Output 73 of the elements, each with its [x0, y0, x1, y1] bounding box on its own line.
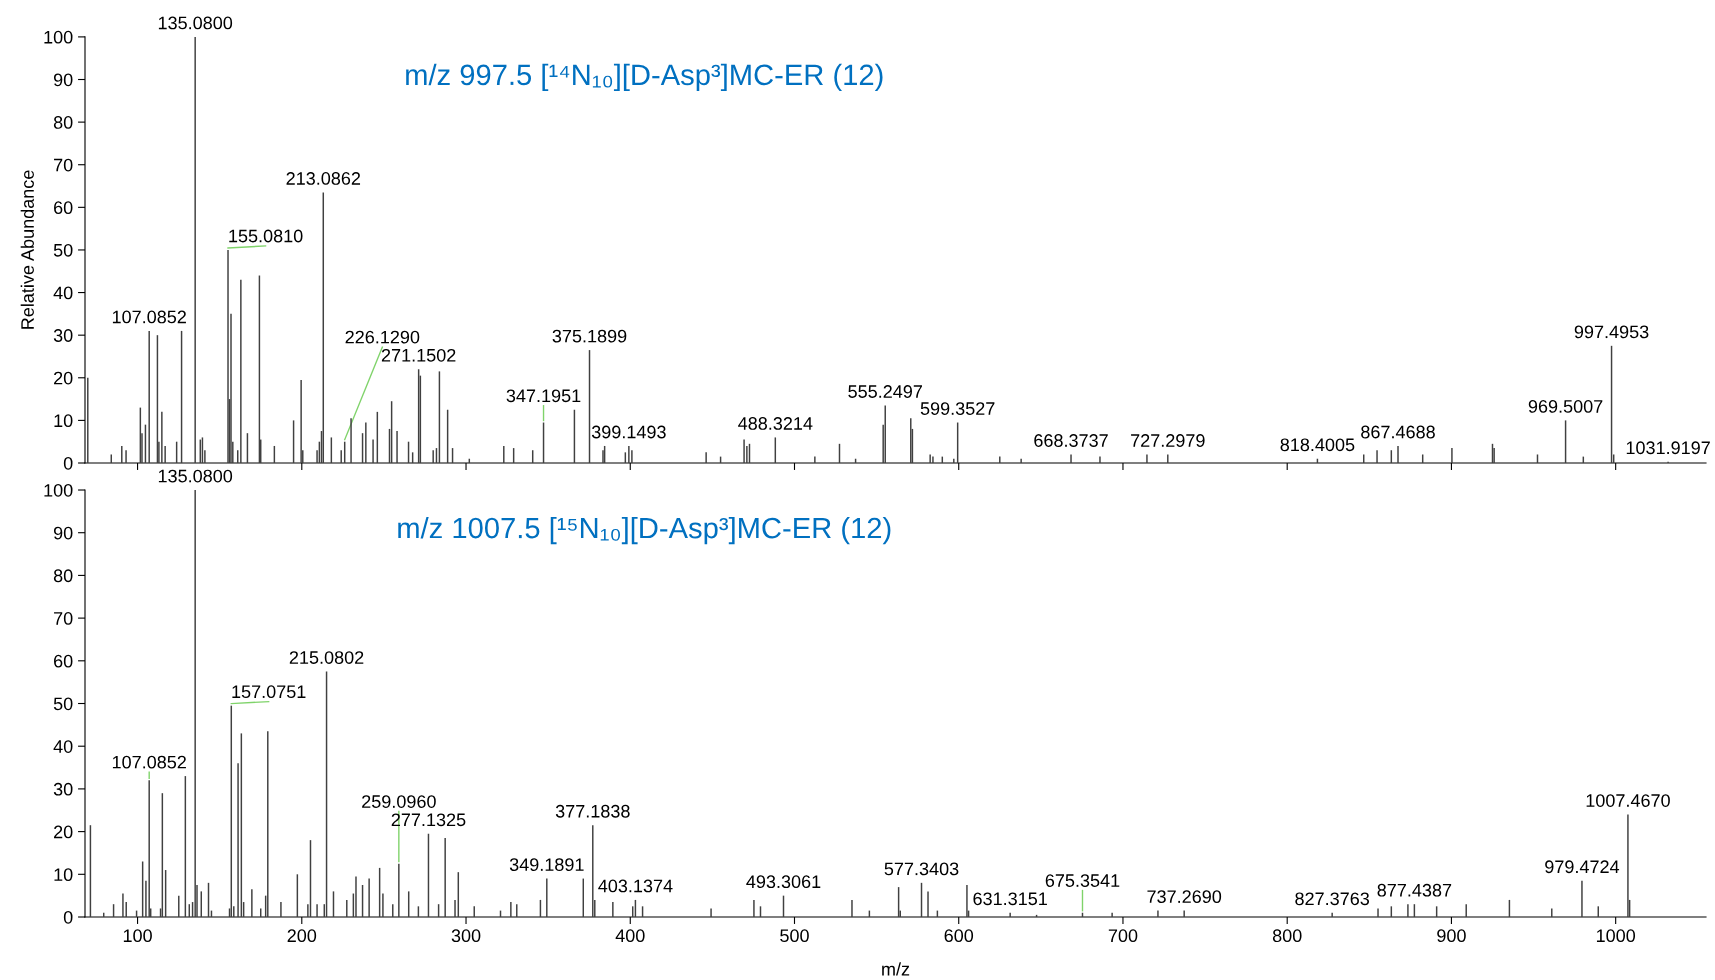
annotation: 599.3527: [920, 402, 995, 415]
x-tick-label: 200: [287, 929, 317, 943]
y-tick-label: 60: [54, 654, 73, 668]
annotation: 668.3737: [1034, 434, 1108, 447]
y-tick-label: 50: [53, 243, 73, 257]
annotation: 1007.4670: [1586, 794, 1670, 807]
y-axis-title: Relative Abundance: [20, 170, 34, 329]
annotation: 347.1951: [506, 389, 581, 403]
y-tick-label: 70: [54, 612, 73, 625]
annotation: 215.0802: [289, 651, 364, 664]
y-tick-label: 60: [54, 201, 73, 215]
y-tick-label: 90: [53, 526, 73, 540]
annotation: 737.2690: [1147, 890, 1222, 904]
annotation: 969.5007: [1528, 400, 1603, 413]
text: m/z 1007.5 [¹⁵N₁₀][D-Asp³]MC-ER (12): [398, 516, 891, 545]
annotation: 818.4005: [1280, 438, 1355, 452]
y-tick-label: 40: [53, 286, 73, 300]
annotation: 979.4724: [1545, 860, 1620, 874]
y-tick-label: 20: [54, 371, 73, 385]
y-tick-label: 50: [53, 697, 73, 711]
y-tick-label: 30: [53, 329, 73, 342]
annotation: 349.1891: [509, 858, 584, 871]
y-tick-label: 90: [53, 73, 73, 87]
annotation: 375.1899: [552, 329, 627, 343]
x-tick-label: 600: [944, 929, 974, 943]
x-tick-label: 900: [1437, 929, 1466, 943]
annotation: 135.0800: [158, 469, 233, 483]
annotation: 377.1838: [555, 804, 630, 818]
annotation: 259.0960: [362, 795, 436, 808]
annotation: 226.1290: [345, 330, 420, 344]
annotation: 157.0751: [232, 685, 306, 699]
annotation: 399.1493: [591, 425, 666, 439]
y-tick-label: 20: [54, 825, 73, 839]
annotation: 213.0862: [286, 172, 361, 185]
y-tick-label: 0: [63, 456, 73, 470]
x-tick-label: 1000: [1596, 929, 1636, 943]
x-tick-label: 800: [1272, 929, 1302, 943]
y-tick-label: 10: [54, 868, 73, 882]
y-tick-label: 80: [53, 116, 73, 129]
annotation: 277.1325: [391, 813, 466, 827]
y-tick-label: 100: [44, 483, 73, 497]
text: m/z 997.5 [¹⁴N₁₀][D-Asp³]MC-ER (12): [406, 63, 883, 91]
annotation: 997.4953: [1574, 325, 1649, 339]
y-tick-label: 70: [54, 158, 73, 172]
x-tick-label: 100: [123, 929, 152, 943]
annotation: 107.0852: [112, 310, 186, 324]
annotation: 107.0852: [112, 755, 186, 769]
annotation: 631.3151: [973, 892, 1047, 906]
x-tick-label: 700: [1108, 929, 1138, 943]
annotation: 488.3214: [738, 417, 813, 430]
y-tick-label: 80: [53, 569, 73, 583]
annotation: 675.3541: [1045, 874, 1120, 887]
x-tick-label: 400: [615, 929, 645, 943]
x-tick-label: 300: [451, 929, 481, 943]
y-tick-label: 30: [53, 782, 73, 796]
annotation: 135.0800: [158, 16, 233, 30]
x-axis-title: m/z: [882, 962, 910, 976]
annotation: 577.3403: [884, 862, 959, 876]
y-tick-label: 10: [54, 414, 73, 428]
annotation: 1031.9197: [1626, 441, 1710, 455]
annotation: 155.0810: [229, 229, 303, 243]
annotation: 493.3061: [746, 875, 821, 889]
y-tick-label: 100: [44, 30, 73, 44]
annotation: 271.1502: [381, 348, 456, 362]
annotation: 403.1374: [598, 879, 673, 893]
y-tick-label: 0: [63, 910, 73, 924]
annotation: 867.4688: [1361, 425, 1435, 439]
annotation: 727.2979: [1131, 434, 1205, 447]
annotation: 827.3763: [1295, 892, 1370, 906]
annotation: 555.2497: [848, 385, 922, 398]
x-tick-label: 500: [780, 929, 809, 943]
y-tick-label: 40: [53, 740, 73, 753]
annotation: 877.4387: [1377, 883, 1452, 897]
